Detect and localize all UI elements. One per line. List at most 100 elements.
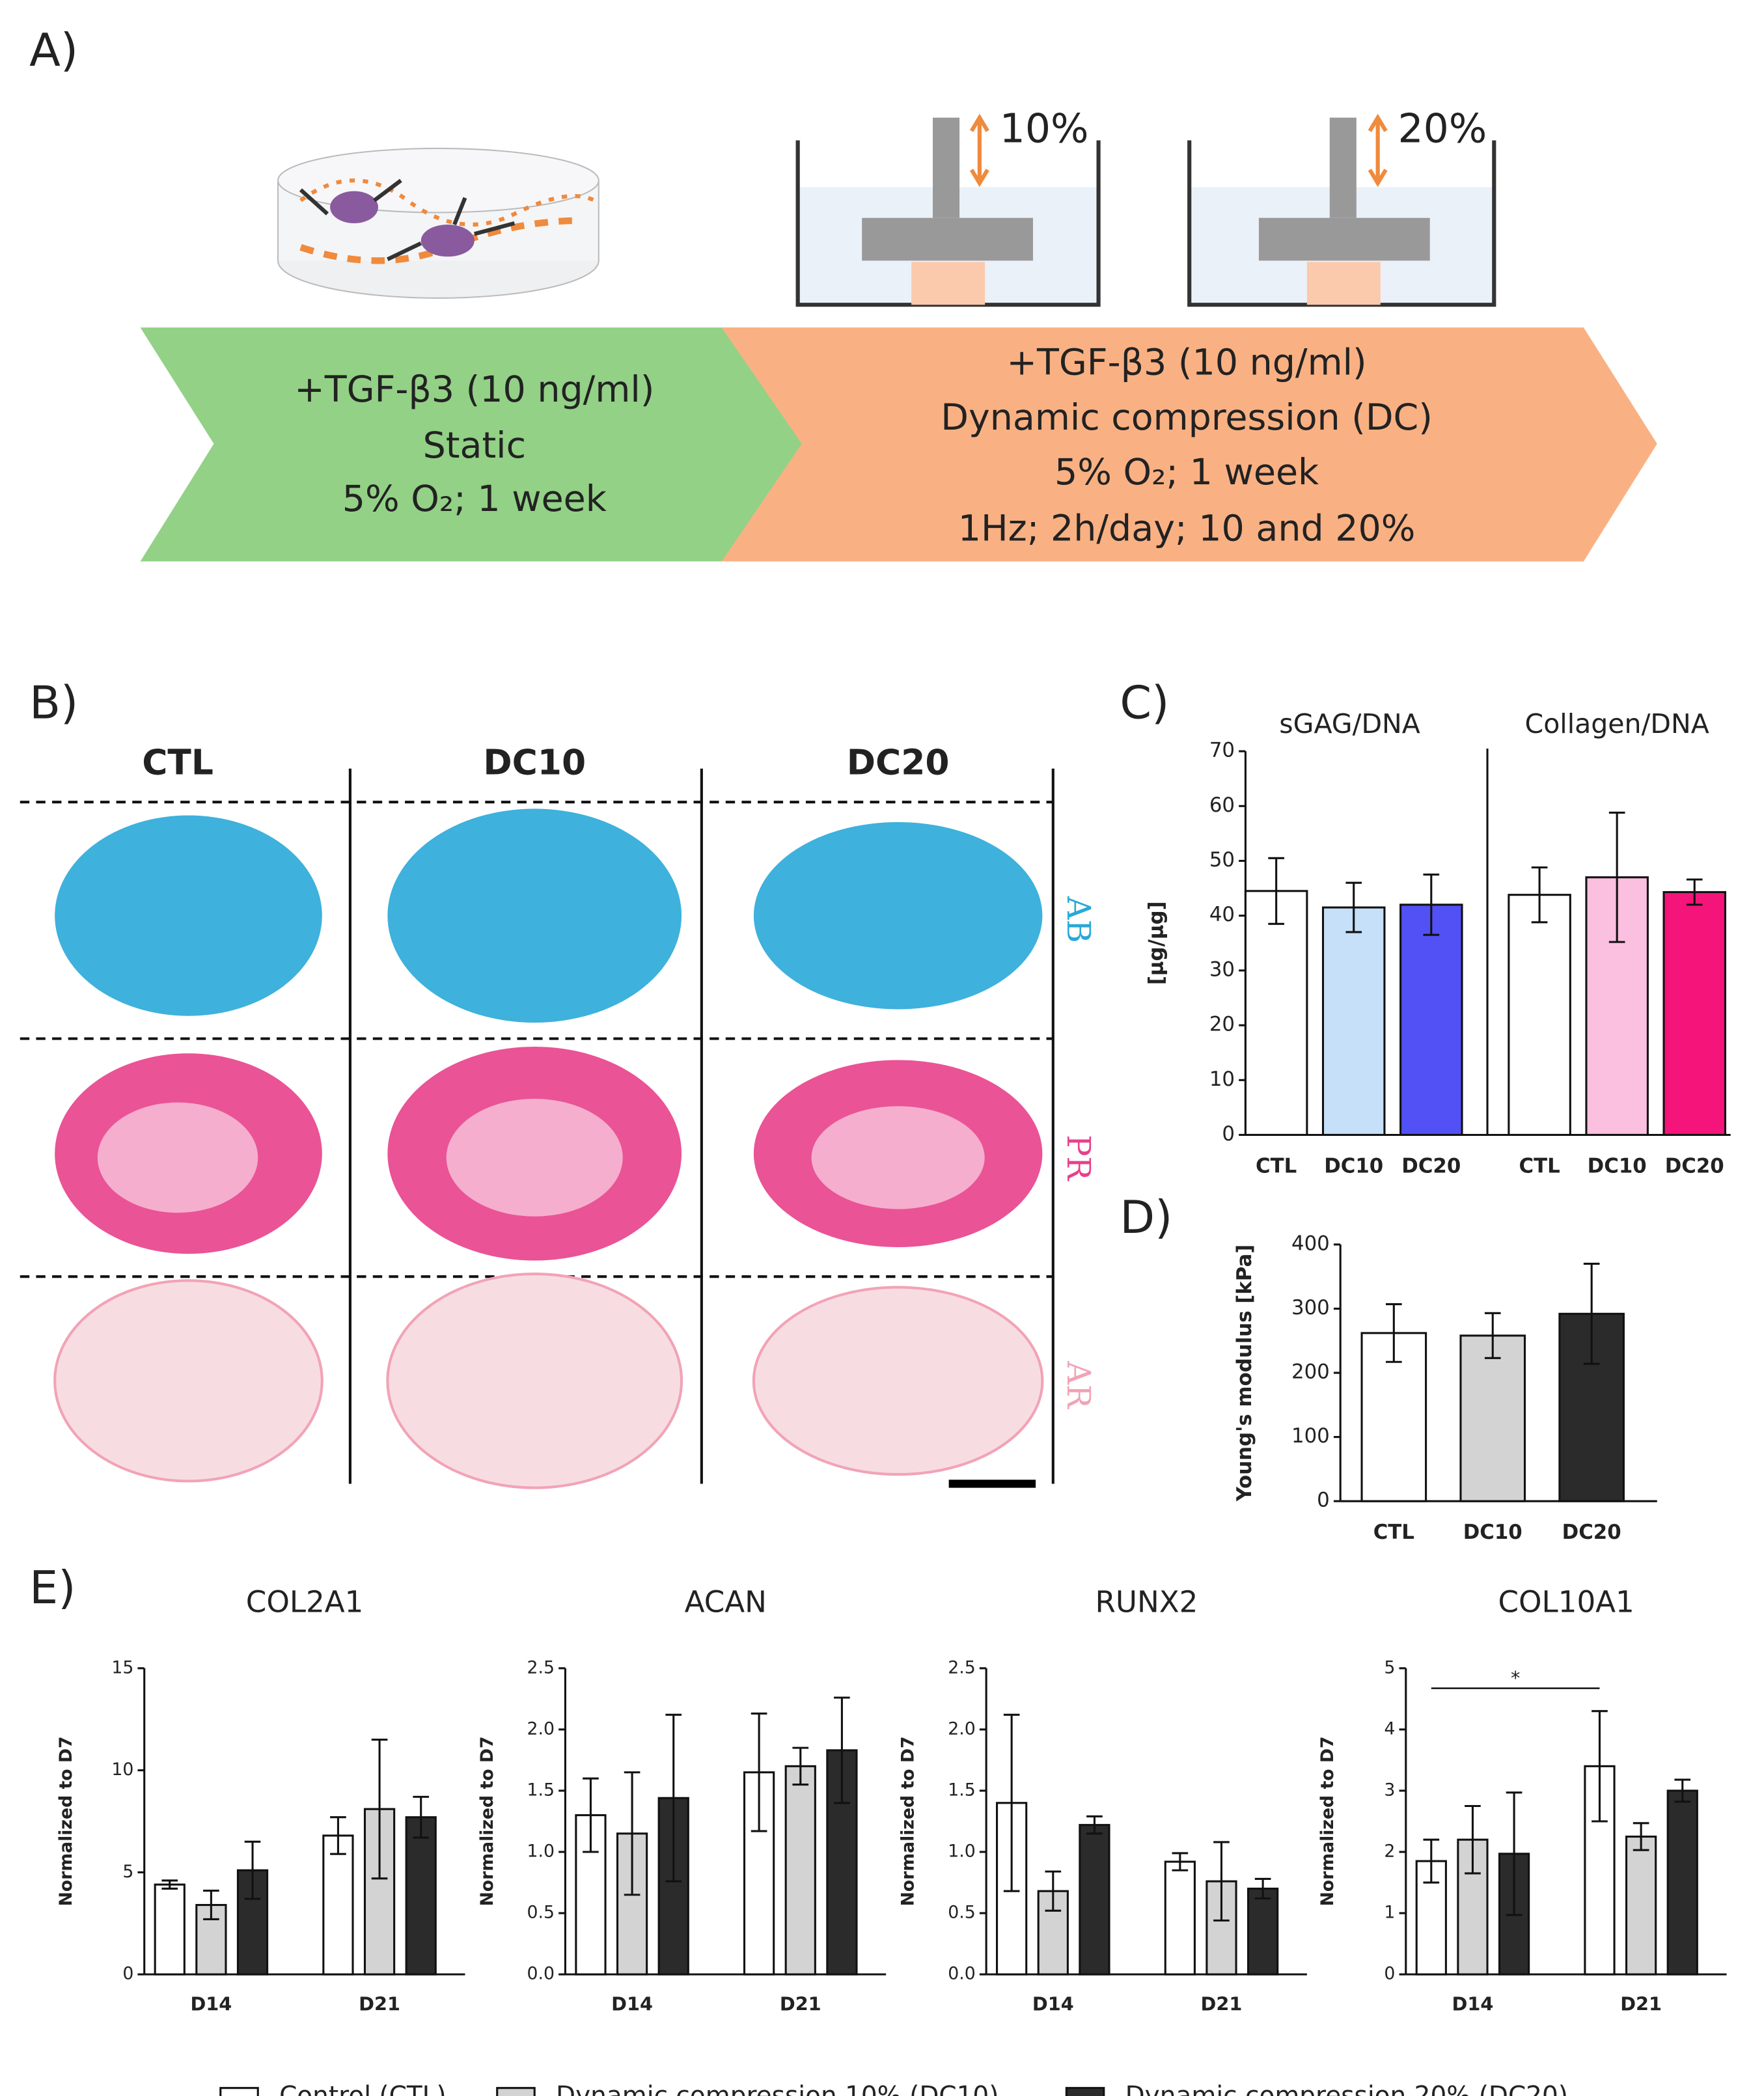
y-tick-label: 1.0 — [948, 1841, 975, 1862]
y-tick-label: 2.0 — [948, 1718, 975, 1739]
panel-label: A) — [29, 24, 78, 77]
stage-text: 5% O₂; 1 week — [342, 478, 607, 520]
bar — [1247, 1887, 1279, 1976]
compression-well — [795, 113, 1101, 307]
chart-title: COL2A1 — [246, 1584, 364, 1619]
tissue-section — [386, 1272, 683, 1489]
column-header: DC20 — [847, 741, 950, 782]
tissue-section — [387, 808, 682, 1023]
y-axis-label: Normalized to D7 — [898, 1736, 918, 1906]
x-tick-label: D21 — [780, 1993, 821, 2015]
bar — [322, 1834, 354, 1976]
y-axis-label: Normalized to D7 — [1317, 1736, 1338, 1906]
y-tick-label: 10 — [111, 1759, 133, 1780]
panel-label: B) — [29, 676, 78, 729]
x-tick-label: DC10 — [1463, 1521, 1523, 1544]
x-tick-label: DC10 — [1324, 1154, 1383, 1178]
y-tick-label: 200 — [1291, 1360, 1330, 1384]
y-tick-label: 100 — [1291, 1424, 1330, 1448]
group-title: Collagen/DNA — [1525, 708, 1709, 739]
tissue-center — [811, 1106, 985, 1209]
stage-arrow — [721, 327, 1657, 562]
y-tick-label: 0 — [1384, 1964, 1395, 1984]
y-tick-label: 0.5 — [948, 1903, 975, 1923]
tissue-section — [55, 815, 322, 1016]
y-axis-label: [µg/µg] — [1144, 901, 1168, 985]
y-tick-label: 50 — [1209, 848, 1235, 872]
bar — [1079, 1824, 1110, 1976]
bar — [154, 1883, 186, 1976]
bar — [405, 1816, 437, 1976]
panel-label: C) — [1120, 676, 1169, 729]
y-tick-label: 20 — [1209, 1013, 1235, 1036]
y-tick-label: 60 — [1209, 793, 1235, 817]
bar — [1037, 1890, 1069, 1976]
y-tick-label: 15 — [111, 1657, 133, 1677]
legend-swatch — [219, 2087, 259, 2096]
y-tick-label: 30 — [1209, 958, 1235, 981]
stage-text: +TGF-β3 (10 ng/ml) — [1007, 342, 1367, 384]
tissue-center — [446, 1099, 623, 1217]
x-tick-label: DC20 — [1665, 1154, 1724, 1178]
stage-text: 5% O₂; 1 week — [1054, 452, 1319, 493]
bar — [784, 1765, 816, 1976]
x-tick-label: CTL — [1373, 1521, 1414, 1544]
x-tick-label: DC20 — [1562, 1521, 1621, 1544]
x-tick-label: DC10 — [1588, 1154, 1647, 1178]
y-tick-label: 1.0 — [527, 1841, 555, 1862]
culture-dish — [277, 147, 599, 299]
y-axis-label: Normalized to D7 — [56, 1736, 76, 1906]
row-label: AR — [1060, 1360, 1097, 1410]
stage-text: +TGF-β3 (10 ng/ml) — [294, 369, 654, 411]
panel-label: D) — [1120, 1191, 1172, 1244]
y-tick-label: 2.5 — [948, 1657, 975, 1677]
stage-text: Static — [423, 425, 526, 467]
chart-title: RUNX2 — [1096, 1584, 1198, 1619]
x-tick-label: D14 — [1452, 1993, 1494, 2015]
y-tick-label: 5 — [122, 1862, 133, 1882]
y-tick-label: 0 — [1317, 1489, 1330, 1512]
bar — [1164, 1860, 1196, 1976]
bar — [1244, 890, 1308, 1137]
group-title: sGAG/DNA — [1279, 708, 1420, 739]
bar — [1399, 903, 1463, 1137]
y-tick-label: 40 — [1209, 903, 1235, 926]
tissue-section — [752, 1286, 1044, 1476]
y-tick-label: 300 — [1291, 1296, 1330, 1319]
bar — [1662, 890, 1727, 1137]
chart-title: COL10A1 — [1498, 1584, 1634, 1619]
x-tick-label: DC20 — [1401, 1154, 1461, 1178]
bar — [1459, 1334, 1526, 1502]
y-tick-label: 0.0 — [527, 1964, 555, 1984]
legend-swatch — [496, 2087, 536, 2096]
y-tick-label: 0.5 — [527, 1903, 555, 1923]
legend-swatch — [1065, 2087, 1105, 2096]
x-tick-label: D14 — [190, 1993, 232, 2015]
column-header: CTL — [142, 741, 214, 782]
row-label: PR — [1060, 1135, 1097, 1181]
y-tick-label: 70 — [1209, 739, 1235, 762]
y-axis-label: Young's modulus [kPa] — [1233, 1245, 1256, 1502]
strain-label: 20% — [1398, 105, 1487, 152]
legend-label: Dynamic compression 10% (DC10) — [556, 2082, 999, 2096]
y-tick-label: 5 — [1384, 1657, 1395, 1677]
x-tick-label: D21 — [1201, 1993, 1243, 2015]
chart-title: ACAN — [685, 1584, 767, 1619]
y-axis-label: Normalized to D7 — [477, 1736, 497, 1906]
bar — [1666, 1789, 1698, 1976]
y-tick-label: 4 — [1384, 1718, 1395, 1739]
legend-label: Control (CTL) — [279, 2082, 447, 2096]
y-tick-label: 3 — [1384, 1780, 1395, 1800]
y-tick-label: 2 — [1384, 1841, 1395, 1862]
bar — [1321, 906, 1386, 1137]
bar — [1508, 894, 1571, 1137]
x-tick-label: CTL — [1519, 1154, 1560, 1178]
compression-well — [1187, 113, 1496, 307]
stage-text: 1Hz; 2h/day; 10 and 20% — [958, 508, 1416, 549]
y-tick-label: 1.5 — [948, 1780, 975, 1800]
y-tick-label: 2.5 — [527, 1657, 555, 1677]
y-tick-label: 400 — [1291, 1232, 1330, 1255]
x-tick-label: D14 — [611, 1993, 653, 2015]
bar — [1584, 1765, 1616, 1976]
